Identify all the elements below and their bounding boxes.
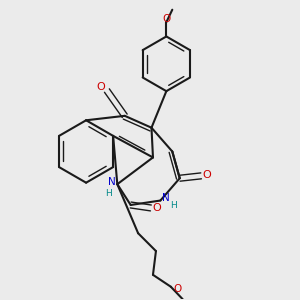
Text: O: O [96,82,105,92]
Text: N: N [108,177,116,187]
Text: O: O [203,170,212,180]
Text: H: H [106,189,112,198]
Text: H: H [170,201,177,210]
Text: O: O [162,14,170,24]
Text: N: N [162,193,169,203]
Text: O: O [173,284,182,293]
Text: O: O [152,203,161,213]
